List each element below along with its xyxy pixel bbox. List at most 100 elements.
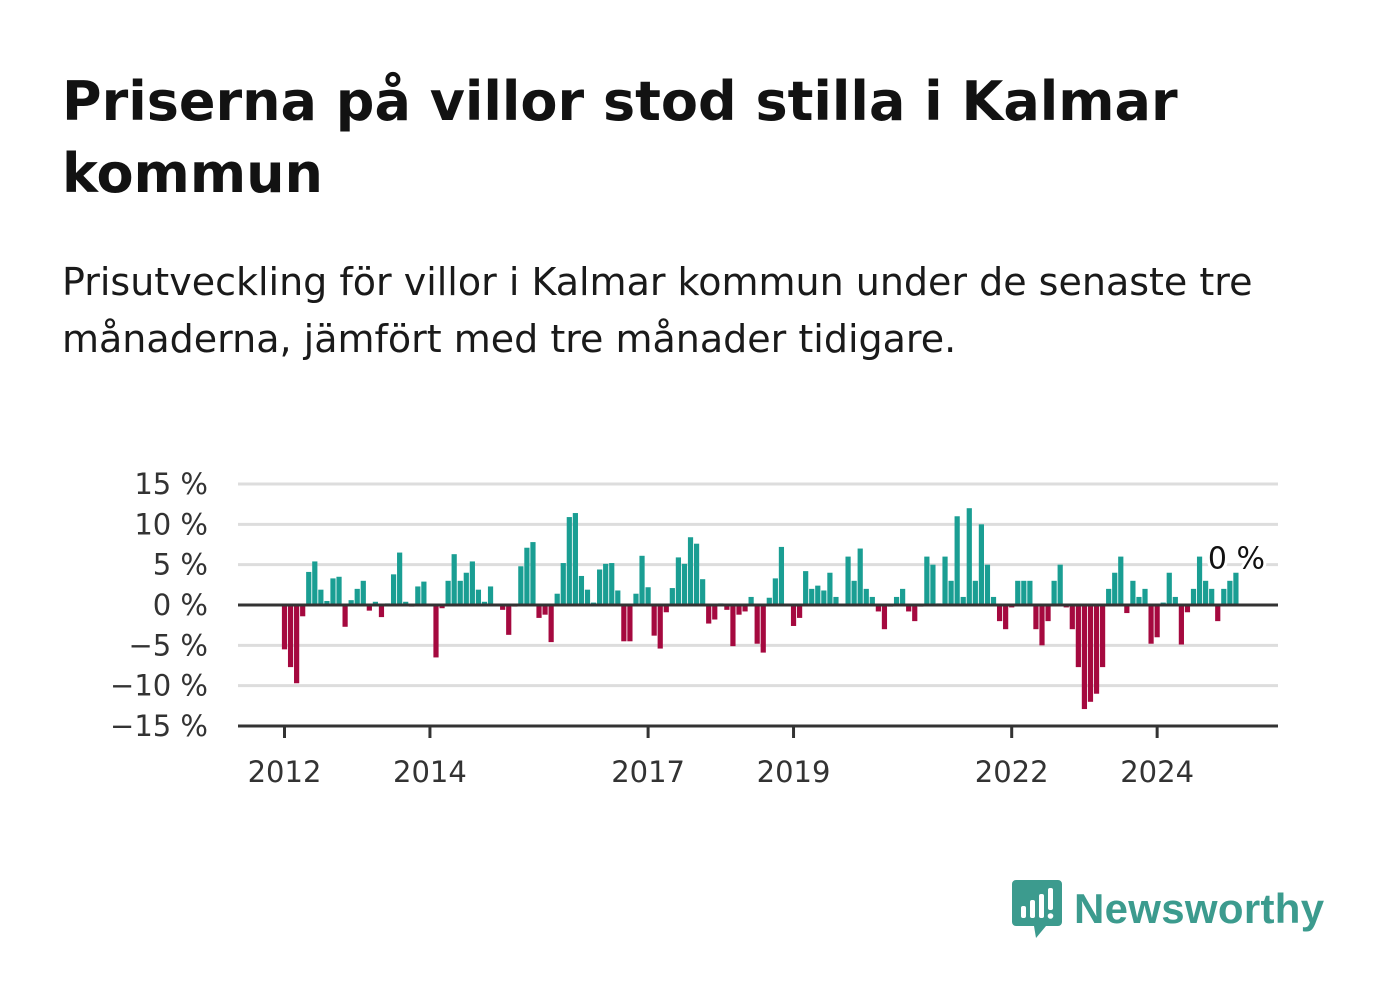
bar [627, 605, 633, 642]
bar [475, 589, 482, 605]
bar [615, 590, 621, 605]
bar [1100, 605, 1106, 668]
bar [912, 605, 918, 622]
bar [360, 580, 366, 605]
chart-title: Priserna på villor stod stilla i Kalmar … [62, 70, 1178, 205]
bar [306, 571, 312, 605]
bar [324, 600, 330, 605]
bar [851, 580, 857, 605]
bars [281, 508, 1239, 710]
bar [797, 605, 803, 618]
bar [312, 561, 318, 605]
bar-chart-logo-icon [1012, 880, 1062, 938]
bar [1221, 588, 1227, 605]
bar [378, 605, 385, 618]
bar [736, 605, 742, 615]
last-value-label: 0 % [1208, 542, 1265, 577]
bar [397, 552, 403, 605]
bar [875, 605, 881, 612]
tick-labels: 15 % 10 % 5 % 0 % −5 % −10 % −15 % 2012 2014 2017… [110, 467, 1268, 789]
bar [500, 605, 506, 610]
bar [1021, 580, 1027, 605]
bar [766, 597, 772, 605]
y-tick-label: −5 % [128, 628, 208, 662]
bar [281, 605, 288, 650]
bar [1112, 572, 1118, 605]
bar [348, 600, 354, 605]
bar [730, 605, 736, 647]
bar [803, 571, 809, 605]
newsworthy-logo: Newsworthy [1012, 880, 1324, 938]
bar [663, 605, 669, 613]
bar [693, 543, 700, 605]
x-tick-label: 2017 [611, 755, 685, 789]
bar [1093, 605, 1100, 694]
bar [1178, 605, 1184, 645]
bar [518, 566, 524, 605]
bar-chart: 15 % 10 % 5 % 0 % −5 % −10 % −15 % 2012 2014 2017… [110, 467, 1278, 789]
bar [1148, 605, 1154, 644]
bar [1172, 596, 1178, 605]
bar [1075, 605, 1081, 668]
bar [1027, 580, 1033, 605]
bar [724, 605, 730, 610]
bar [906, 605, 912, 612]
x-tick-label: 2014 [393, 755, 467, 789]
bar [530, 542, 536, 605]
bar [984, 564, 991, 605]
bar [439, 605, 445, 609]
bar [700, 579, 706, 605]
bar [1124, 605, 1130, 614]
bar [294, 605, 300, 684]
bar [548, 605, 554, 643]
bar [372, 601, 378, 605]
y-tick-label: 10 % [134, 507, 208, 541]
bar [821, 590, 827, 605]
bar [712, 605, 718, 620]
bar [1051, 580, 1057, 605]
bar [572, 513, 578, 605]
bar [469, 561, 475, 605]
bar [1136, 596, 1142, 605]
bar [1209, 588, 1215, 605]
bar [1081, 605, 1088, 710]
bar [1233, 572, 1239, 605]
bar [754, 605, 760, 644]
brand-name: Newsworthy [1074, 885, 1325, 932]
bar [833, 596, 839, 605]
bar [336, 576, 342, 605]
bar [1130, 580, 1136, 605]
bar [772, 578, 778, 605]
bar [978, 524, 984, 605]
bar [300, 605, 306, 617]
bar [318, 589, 324, 605]
bar [578, 575, 585, 605]
bar [651, 605, 657, 636]
bar [451, 554, 457, 605]
bar [881, 605, 888, 630]
y-tick-label: −10 % [110, 669, 208, 703]
bar [597, 569, 603, 605]
bar [748, 596, 754, 605]
chart-subtitle: Prisutveckling för villor i Kalmar kommu… [62, 260, 1253, 361]
bar [1033, 605, 1039, 630]
y-tick-label: 15 % [134, 467, 208, 501]
bar [403, 601, 409, 605]
bar [566, 517, 572, 605]
bar [1215, 605, 1221, 622]
bar [760, 605, 766, 653]
y-tick-label: −15 % [110, 709, 208, 743]
bar [960, 596, 966, 605]
bar [1106, 588, 1112, 605]
bar [924, 556, 930, 605]
bar [657, 605, 663, 649]
bar [433, 605, 439, 658]
bar [487, 586, 494, 605]
bar [621, 605, 627, 642]
bar [536, 605, 542, 618]
bar [778, 546, 785, 605]
bar [542, 605, 548, 615]
bar [900, 588, 906, 605]
bar [342, 605, 348, 627]
bar [948, 580, 954, 605]
